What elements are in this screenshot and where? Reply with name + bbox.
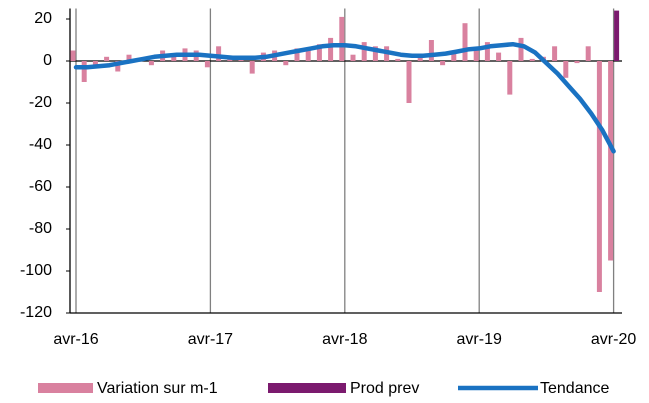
bar <box>171 54 177 61</box>
bar <box>283 61 289 66</box>
bar <box>115 61 121 72</box>
legend-label: Tendance <box>540 380 609 397</box>
bar <box>216 46 222 61</box>
bar <box>148 61 154 66</box>
x-tick-label: avr-17 <box>188 331 233 348</box>
bar <box>305 48 311 61</box>
bar <box>294 48 300 61</box>
legend-label: Prod prev <box>350 380 419 397</box>
bar <box>574 61 580 64</box>
legend-label: Variation sur m-1 <box>97 380 218 397</box>
bar <box>496 52 502 61</box>
bar <box>563 61 569 78</box>
bar <box>406 61 412 103</box>
bar <box>614 10 620 62</box>
bar <box>462 23 468 61</box>
y-tick-label: 0 <box>43 52 52 69</box>
trend-line <box>73 41 616 154</box>
bar <box>227 58 233 61</box>
bar <box>552 46 558 61</box>
bar <box>518 37 524 61</box>
bar <box>339 16 345 61</box>
bar <box>596 61 602 292</box>
bar <box>350 54 356 61</box>
x-tick-label: avr-16 <box>53 331 98 348</box>
bar <box>440 61 446 66</box>
x-tick-label: avr-20 <box>591 331 636 348</box>
x-tick-label: avr-18 <box>322 331 367 348</box>
y-tick-label: -40 <box>29 136 52 153</box>
bar <box>529 58 535 61</box>
y-tick-label: -60 <box>29 178 52 195</box>
y-tick-label: -20 <box>29 94 52 111</box>
bar <box>81 61 87 82</box>
bar <box>249 61 255 74</box>
bar <box>372 46 378 61</box>
bar <box>428 40 434 61</box>
bar <box>585 46 591 61</box>
y-tick-label: 20 <box>34 10 52 27</box>
legend-swatch <box>268 383 346 393</box>
y-tick-label: -100 <box>20 262 52 279</box>
bar <box>204 61 210 68</box>
bar <box>473 50 479 61</box>
bar <box>484 42 490 61</box>
bar <box>316 44 322 61</box>
bar <box>608 61 614 261</box>
bar <box>104 56 110 61</box>
legend-swatch <box>38 383 93 393</box>
x-tick-label: avr-19 <box>457 331 502 348</box>
bar <box>451 52 457 61</box>
bar <box>126 54 132 61</box>
bar <box>328 37 334 61</box>
bar <box>395 58 401 61</box>
bar <box>70 50 76 61</box>
bar <box>92 61 98 66</box>
bar <box>361 42 367 61</box>
bar <box>507 61 513 95</box>
y-tick-label: -120 <box>20 304 52 321</box>
y-tick-label: -80 <box>29 220 52 237</box>
